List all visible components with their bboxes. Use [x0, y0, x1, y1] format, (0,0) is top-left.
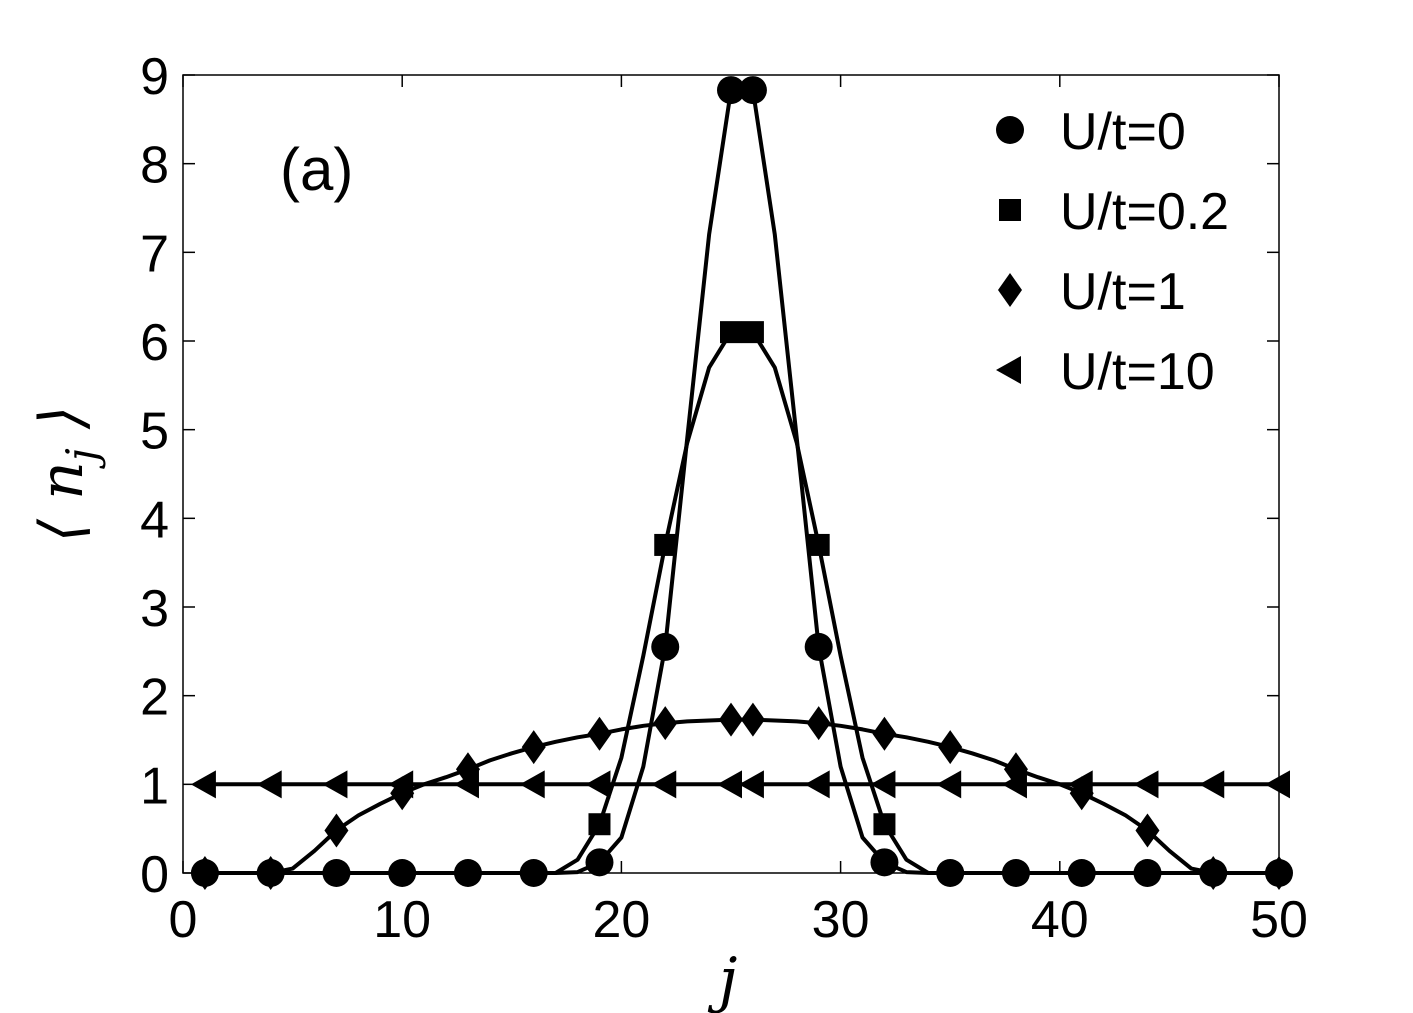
data-point [938, 730, 963, 765]
data-point [870, 848, 899, 877]
x-tick-label: 0 [169, 891, 198, 949]
x-axis-label: j [708, 945, 738, 1013]
y-tick-label: 9 [140, 48, 169, 106]
data-point [738, 76, 767, 105]
data-point [653, 706, 678, 741]
data-point [873, 813, 896, 836]
y-tick-label: 5 [140, 403, 169, 461]
y-tick-label: 0 [140, 846, 169, 904]
legend-label: U/t=0 [1060, 103, 1186, 161]
svg-text:⟨ nj ⟩: ⟨ nj ⟩ [27, 406, 106, 543]
x-tick-label: 20 [592, 891, 650, 949]
data-point [1267, 856, 1291, 890]
data-point [717, 76, 745, 105]
data-point [256, 770, 282, 799]
data-point [192, 856, 217, 890]
legend: U/t=0 U/t=0.2 U/t=1 U/t=10 [996, 103, 1229, 401]
data-point [654, 533, 677, 556]
data-point [1135, 813, 1160, 848]
data-point [585, 770, 611, 799]
y-tick-label: 7 [140, 225, 169, 283]
data-point [717, 770, 742, 799]
data-point [936, 770, 962, 799]
data-point [324, 813, 349, 848]
data-point [588, 813, 611, 836]
data-point [741, 321, 764, 344]
data-point [651, 770, 677, 799]
data-point [388, 770, 414, 799]
panel-label: (a) [280, 136, 353, 203]
ticks: 0 10 20 30 40 50 0 1 2 3 4 5 6 7 8 9 [140, 48, 1308, 949]
y-tick-label: 1 [140, 757, 169, 815]
legend-label: U/t=10 [1060, 343, 1215, 401]
data-point [521, 730, 546, 765]
data-point [807, 533, 830, 556]
axes [182, 74, 1280, 874]
y-tick-label: 8 [140, 137, 169, 195]
plot-frame [182, 74, 1280, 874]
x-tick-label: 50 [1250, 891, 1308, 949]
x-tick-label: 30 [812, 891, 870, 949]
data-point [1067, 770, 1093, 799]
legend-label: U/t=1 [1060, 263, 1186, 321]
legend-marker [996, 116, 1024, 144]
series-group [190, 76, 1293, 890]
data-point [453, 770, 479, 799]
y-tick-label: 2 [140, 669, 169, 727]
data-point [738, 770, 764, 799]
data-point [587, 716, 612, 751]
data-point [806, 706, 831, 741]
data-point [322, 770, 348, 799]
y-tick-label: 6 [140, 314, 169, 372]
legend-marker [998, 273, 1022, 307]
data-point [1199, 770, 1225, 799]
data-point [519, 770, 545, 799]
data-point [258, 856, 283, 890]
y-tick-label: 3 [140, 580, 169, 638]
legend-marker [999, 199, 1021, 221]
data-point [804, 632, 833, 661]
data-point [804, 770, 830, 799]
data-point [740, 702, 765, 737]
data-point [1133, 770, 1159, 799]
data-point [1265, 770, 1290, 799]
y-axis-label: ⟨ nj ⟩ [27, 406, 106, 543]
x-tick-label: 40 [1031, 891, 1089, 949]
data-point [190, 770, 216, 799]
data-point [870, 770, 896, 799]
data-point [585, 848, 614, 877]
legend-label: U/t=0.2 [1060, 183, 1229, 241]
legend-marker [996, 356, 1021, 384]
x-tick-label: 10 [373, 891, 431, 949]
data-point [872, 716, 897, 751]
y-tick-label: 4 [140, 491, 169, 549]
data-point [1201, 856, 1226, 890]
data-point [719, 702, 743, 737]
data-point [1001, 770, 1027, 799]
series-triangle-left [190, 770, 1290, 799]
series-square [204, 321, 1279, 875]
data-point [720, 321, 742, 344]
data-point [651, 632, 680, 661]
